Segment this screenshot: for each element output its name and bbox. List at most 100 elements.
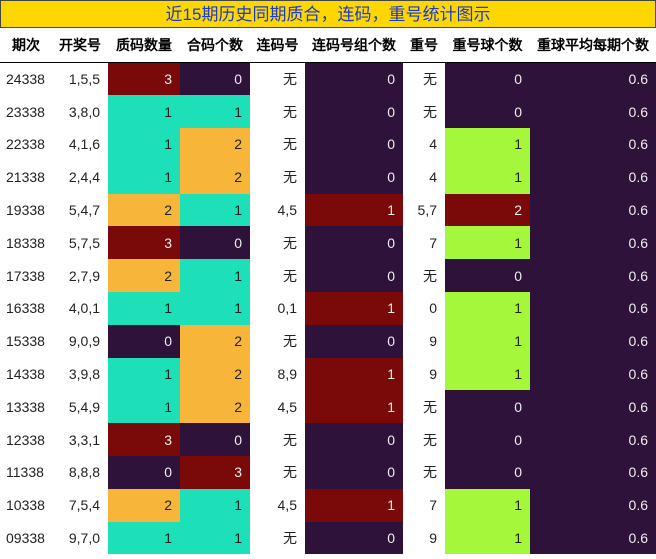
table-cell: 1 xyxy=(445,292,530,325)
table-cell: 9,0,9 xyxy=(68,333,100,350)
table-cell: 9,7,0 xyxy=(68,530,100,547)
table-cell: 无 xyxy=(283,71,297,88)
table-cell: 2 xyxy=(180,390,250,424)
table-cell: 无 xyxy=(423,267,437,284)
table-cell: 8,8,8 xyxy=(68,464,100,481)
table-cell: 1 xyxy=(445,357,530,391)
table-cell: 9 xyxy=(429,530,437,547)
table-cell: 0 xyxy=(305,128,403,161)
table-cell: 1 xyxy=(108,160,180,194)
table-cell: 1 xyxy=(305,390,403,424)
table-row: 21338 2,4,4 1 2 无 0 4 1 0.6 xyxy=(0,160,656,194)
title: 近15期历史同期质合，连码，重号统计图示 xyxy=(0,0,656,28)
table-cell: 无 xyxy=(283,333,297,350)
table-cell: 无 xyxy=(283,464,297,481)
table-cell: 0 xyxy=(445,390,530,424)
table-cell: 1,5,5 xyxy=(68,71,100,88)
table-row: 11338 8,8,8 0 3 无 0 无 0 0.6 xyxy=(0,456,656,489)
table-row: 14338 3,9,8 1 2 8,9 1 9 1 0.6 xyxy=(0,357,656,391)
column-header: 连码号 xyxy=(250,28,305,63)
table-cell: 1 xyxy=(445,488,530,522)
table-cell: 2,4,4 xyxy=(68,169,100,186)
table-cell: 0 xyxy=(305,423,403,457)
table-cell: 3,3,1 xyxy=(68,431,100,448)
table-cell: 18338 xyxy=(6,234,45,251)
column-header: 重球平均每期个数 xyxy=(530,28,656,63)
table-cell: 24338 xyxy=(6,71,45,88)
table-cell: 0 xyxy=(305,456,403,489)
table-cell: 0 xyxy=(305,324,403,358)
table-cell: 3 xyxy=(108,62,180,96)
table-cell: 0 xyxy=(180,62,250,96)
table-cell: 0.6 xyxy=(530,193,656,227)
table-cell: 5,4,9 xyxy=(68,398,100,415)
table-cell: 0 xyxy=(445,423,530,457)
table-cell: 0.6 xyxy=(530,488,656,522)
table-cell: 3 xyxy=(108,226,180,260)
table-cell: 0.6 xyxy=(530,259,656,293)
table-cell: 0.6 xyxy=(530,226,656,260)
table-cell: 0.6 xyxy=(530,423,656,457)
table-cell: 8,9 xyxy=(277,366,297,383)
table-cell: 1 xyxy=(305,193,403,227)
table-cell: 0.6 xyxy=(530,521,656,555)
table-cell: 0 xyxy=(180,423,250,457)
table-cell: 无 xyxy=(283,234,297,251)
table-cell: 0 xyxy=(305,160,403,194)
table-cell: 7 xyxy=(429,234,437,251)
table-cell: 5,4,7 xyxy=(68,202,100,219)
column-header: 连码号组个数 xyxy=(305,28,403,63)
table-cell: 22338 xyxy=(6,136,45,153)
table-cell: 3,8,0 xyxy=(68,103,100,120)
table-cell: 无 xyxy=(283,169,297,186)
table-cell: 1 xyxy=(445,521,530,555)
table-row: 15338 9,0,9 0 2 无 0 9 1 0.6 xyxy=(0,324,656,358)
table-cell: 0.6 xyxy=(530,160,656,194)
table-row: 17338 2,7,9 2 1 无 0 无 0 0.6 xyxy=(0,259,656,293)
table-row: 12338 3,3,1 3 0 无 0 无 0 0.6 xyxy=(0,423,656,457)
table-cell: 4,5 xyxy=(277,497,297,514)
table-cell: 1 xyxy=(445,226,530,260)
table-cell: 1 xyxy=(305,292,403,325)
table-cell: 0.6 xyxy=(530,456,656,489)
table-cell: 19338 xyxy=(6,202,45,219)
table-cell: 1 xyxy=(180,193,250,227)
table-row: 22338 4,1,6 1 2 无 0 4 1 0.6 xyxy=(0,128,656,161)
table-cell: 17338 xyxy=(6,267,45,284)
table-cell: 16338 xyxy=(6,300,45,317)
table-cell: 无 xyxy=(423,431,437,448)
table-cell: 0.6 xyxy=(530,324,656,358)
table-cell: 5,7,5 xyxy=(68,234,100,251)
table-cell: 1 xyxy=(180,488,250,522)
table-cell: 1 xyxy=(108,95,180,129)
table-cell: 0 xyxy=(180,226,250,260)
table-cell: 09338 xyxy=(6,530,45,547)
table-cell: 0 xyxy=(445,456,530,489)
table-cell: 0.6 xyxy=(530,128,656,161)
table-cell: 14338 xyxy=(6,366,45,383)
table-cell: 无 xyxy=(423,103,437,120)
table-cell: 21338 xyxy=(6,169,45,186)
table-cell: 0.6 xyxy=(530,292,656,325)
table-cell: 2 xyxy=(180,324,250,358)
column-header: 重号球个数 xyxy=(445,28,530,63)
table-row: 13338 5,4,9 1 2 4,5 1 无 0 0.6 xyxy=(0,390,656,424)
header-row: 期次 开奖号 质码数量 合码个数 连码号 连码号组个数 重号 重号球个数 重球平均每期个数 xyxy=(0,28,656,63)
table-row: 23338 3,8,0 1 1 无 0 无 0 0.6 xyxy=(0,95,656,129)
table-cell: 2,7,9 xyxy=(68,267,100,284)
table-row: 16338 4,0,1 1 1 0,1 1 0 1 0.6 xyxy=(0,292,656,325)
table-cell: 无 xyxy=(423,71,437,88)
table-cell: 23338 xyxy=(6,103,45,120)
table-cell: 0.6 xyxy=(530,357,656,391)
table-cell: 15338 xyxy=(6,333,45,350)
table-cell: 0 xyxy=(108,324,180,358)
table-cell: 2 xyxy=(180,160,250,194)
table-cell: 0.6 xyxy=(530,62,656,96)
table-cell: 11338 xyxy=(6,464,44,481)
table-cell: 0 xyxy=(305,521,403,555)
table-cell: 0.6 xyxy=(530,95,656,129)
table-cell: 1 xyxy=(108,390,180,424)
column-header: 合码个数 xyxy=(180,28,250,63)
table-cell: 无 xyxy=(283,136,297,153)
table-cell: 1 xyxy=(445,324,530,358)
